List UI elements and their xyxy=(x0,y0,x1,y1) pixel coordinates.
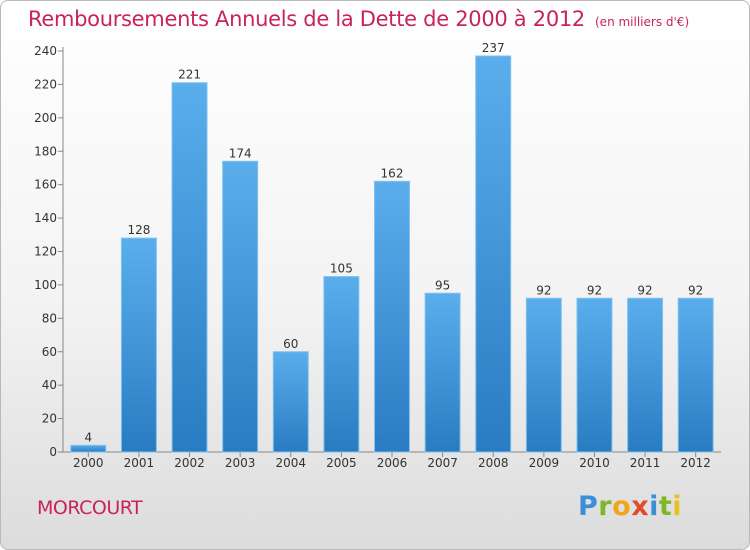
x-tick-label: 2012 xyxy=(680,456,711,470)
data-label: 174 xyxy=(229,146,252,160)
y-tick-label: 60 xyxy=(42,345,57,359)
data-label: 128 xyxy=(127,223,150,237)
y-tick-label: 80 xyxy=(42,311,57,325)
data-label: 4 xyxy=(84,430,92,444)
y-tick-label: 220 xyxy=(34,77,57,91)
y-tick-label: 20 xyxy=(42,412,57,426)
x-tick-label: 2005 xyxy=(326,456,357,470)
data-label: 237 xyxy=(482,41,505,55)
bar-2002 xyxy=(171,82,208,453)
bar-2006 xyxy=(374,180,410,453)
proxiti-logo: Proxiti xyxy=(578,491,683,522)
x-tick-label: 2004 xyxy=(275,456,306,470)
bar-2007 xyxy=(424,292,461,453)
x-tick-label: 2007 xyxy=(427,456,458,470)
bar-2010 xyxy=(576,297,613,453)
bar-2004 xyxy=(272,351,309,453)
bar-2009 xyxy=(525,297,562,453)
bar-2003 xyxy=(222,160,259,453)
bar-2012 xyxy=(677,297,714,453)
x-tick-label: 2003 xyxy=(225,456,256,470)
data-label: 92 xyxy=(688,283,703,297)
commune-name: MORCOURT xyxy=(37,497,143,519)
y-tick-label: 120 xyxy=(34,245,57,259)
data-label: 162 xyxy=(381,166,404,180)
y-tick-label: 160 xyxy=(34,178,57,192)
x-tick-label: 2011 xyxy=(630,456,661,470)
y-tick-label: 240 xyxy=(34,44,57,58)
chart-title-block: Remboursements Annuels de la Dette de 20… xyxy=(28,7,689,31)
bar-2008 xyxy=(475,55,512,453)
data-label: 95 xyxy=(435,278,450,292)
y-tick-label: 0 xyxy=(49,445,57,459)
x-tick-label: 2001 xyxy=(124,456,155,470)
bar-2005 xyxy=(323,276,360,453)
data-label: 60 xyxy=(283,337,298,351)
y-tick-label: 140 xyxy=(34,211,57,225)
y-tick-label: 180 xyxy=(34,144,57,158)
y-tick-label: 40 xyxy=(42,378,57,392)
y-tick-label: 200 xyxy=(34,111,57,125)
unit-label: (en milliers d'€) xyxy=(595,15,690,29)
bar-2001 xyxy=(120,237,157,453)
bar-2000 xyxy=(70,444,107,453)
x-tick-label: 2006 xyxy=(377,456,408,470)
x-tick-label: 2010 xyxy=(579,456,610,470)
x-tick-label: 2009 xyxy=(529,456,560,470)
data-label: 92 xyxy=(536,283,551,297)
chart-title: Remboursements Annuels de la Dette de 20… xyxy=(28,7,585,31)
data-label: 92 xyxy=(637,283,652,297)
data-label: 221 xyxy=(178,68,201,82)
data-label: 105 xyxy=(330,262,353,276)
x-tick-label: 2000 xyxy=(73,456,104,470)
bar-2011 xyxy=(627,297,664,453)
x-tick-label: 2002 xyxy=(174,456,205,470)
y-tick-label: 100 xyxy=(34,278,57,292)
data-label: 92 xyxy=(587,283,602,297)
x-tick-label: 2008 xyxy=(478,456,509,470)
